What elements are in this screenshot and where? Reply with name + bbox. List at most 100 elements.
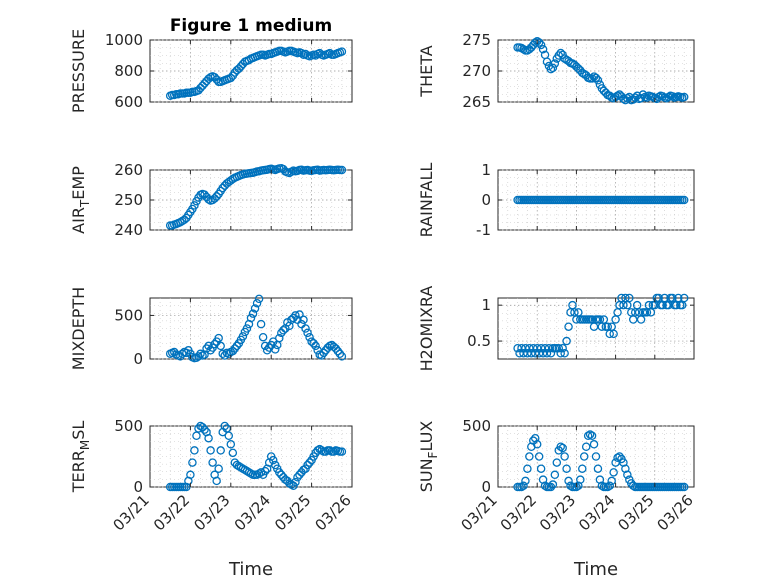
- data-point: [291, 311, 300, 320]
- data-point: [613, 453, 622, 462]
- data-point: [188, 458, 197, 467]
- y-tick-label: 500: [462, 417, 491, 435]
- data-point: [525, 452, 534, 461]
- panel-pressure: 600 800 1000 PRESSURE: [69, 29, 353, 113]
- data-point: [337, 165, 347, 175]
- data-point: [619, 94, 628, 104]
- data-point: [679, 293, 689, 303]
- data-point: [609, 329, 618, 339]
- data-point: [581, 442, 591, 451]
- data-point: [262, 346, 272, 355]
- y-tick-label: -1: [476, 221, 491, 239]
- data-point: [679, 92, 689, 102]
- data-point: [654, 92, 663, 102]
- data-point: [291, 477, 300, 487]
- data-point: [331, 344, 341, 353]
- data-point: [289, 313, 298, 323]
- panel-rainfall: -1 0 1 RAINFALL: [417, 161, 695, 239]
- data-point: [214, 464, 223, 473]
- data-point: [301, 324, 310, 333]
- data-point: [190, 446, 199, 455]
- data-point: [216, 446, 225, 455]
- data-point: [337, 447, 347, 456]
- data-point: [311, 341, 320, 351]
- data-point: [542, 57, 552, 66]
- data-point: [204, 433, 213, 443]
- data-point: [550, 470, 560, 480]
- y-tick-label: 240: [114, 221, 143, 239]
- data-point: [194, 424, 203, 433]
- y-tick-label: 0: [133, 350, 143, 368]
- data-point: [206, 446, 215, 455]
- data-point: [642, 93, 652, 102]
- x-tick-label: 03/26: [654, 491, 697, 534]
- data-point: [540, 481, 550, 491]
- data-point: [190, 201, 199, 210]
- data-point: [623, 470, 632, 480]
- data-point: [517, 482, 526, 492]
- y-axis-label: PRESSURE: [69, 29, 88, 113]
- data-point: [532, 440, 542, 449]
- data-point: [246, 469, 256, 478]
- data-point: [204, 341, 213, 351]
- data-point: [216, 341, 225, 351]
- data-point: [679, 482, 689, 492]
- data-point: [303, 328, 312, 338]
- data-point: [534, 38, 544, 47]
- data-point: [178, 349, 187, 359]
- y-tick-label: 500: [114, 306, 143, 324]
- data-point: [337, 352, 347, 361]
- data-point: [556, 442, 565, 451]
- data-point: [230, 344, 240, 353]
- data-point: [182, 348, 191, 358]
- y-tick-label: 0.5: [467, 332, 491, 350]
- data-point: [548, 63, 558, 73]
- data-point: [196, 349, 205, 359]
- y-tick-label: 0: [133, 478, 143, 496]
- x-tick-label: 03/23: [536, 491, 579, 534]
- x-tick-label: 03/25: [271, 491, 314, 534]
- data-point: [299, 315, 308, 325]
- data-point: [228, 448, 238, 458]
- data-point: [536, 40, 546, 50]
- y-axis-label: MIXDEPTH: [69, 287, 88, 370]
- data-point: [546, 64, 556, 74]
- data-point: [554, 343, 564, 353]
- data-point: [587, 74, 597, 83]
- data-point: [246, 313, 256, 323]
- data-point: [591, 452, 601, 461]
- data-point: [587, 431, 597, 441]
- data-point: [546, 482, 556, 492]
- x-axis-label: Time: [573, 559, 618, 580]
- data-point: [186, 470, 195, 480]
- y-tick-label: 0: [481, 478, 491, 496]
- data-point: [542, 349, 552, 358]
- data-point: [275, 333, 284, 343]
- y-tick-label: 250: [114, 191, 143, 209]
- y-axis-label: SUNFLUX: [417, 421, 440, 493]
- data-point: [538, 45, 548, 54]
- data-point: [264, 343, 274, 352]
- data-point: [218, 349, 227, 359]
- data-point: [523, 464, 532, 473]
- y-tick-label: 270: [462, 62, 491, 80]
- data-point: [256, 319, 266, 329]
- data-point: [321, 447, 330, 456]
- data-point: [232, 341, 242, 351]
- data-point: [607, 476, 616, 486]
- data-point: [658, 92, 667, 101]
- data-point: [609, 468, 618, 477]
- data-point: [593, 464, 603, 473]
- data-point: [226, 440, 236, 449]
- data-point: [521, 476, 530, 486]
- data-point: [214, 333, 223, 343]
- data-point: [212, 476, 221, 486]
- data-point: [305, 458, 314, 467]
- x-tick-label: 03/23: [190, 491, 233, 534]
- data-point: [536, 464, 546, 473]
- data-point: [220, 421, 229, 431]
- y-axis-label: THETA: [417, 45, 436, 97]
- data-point: [591, 73, 601, 83]
- data-point: [212, 192, 221, 201]
